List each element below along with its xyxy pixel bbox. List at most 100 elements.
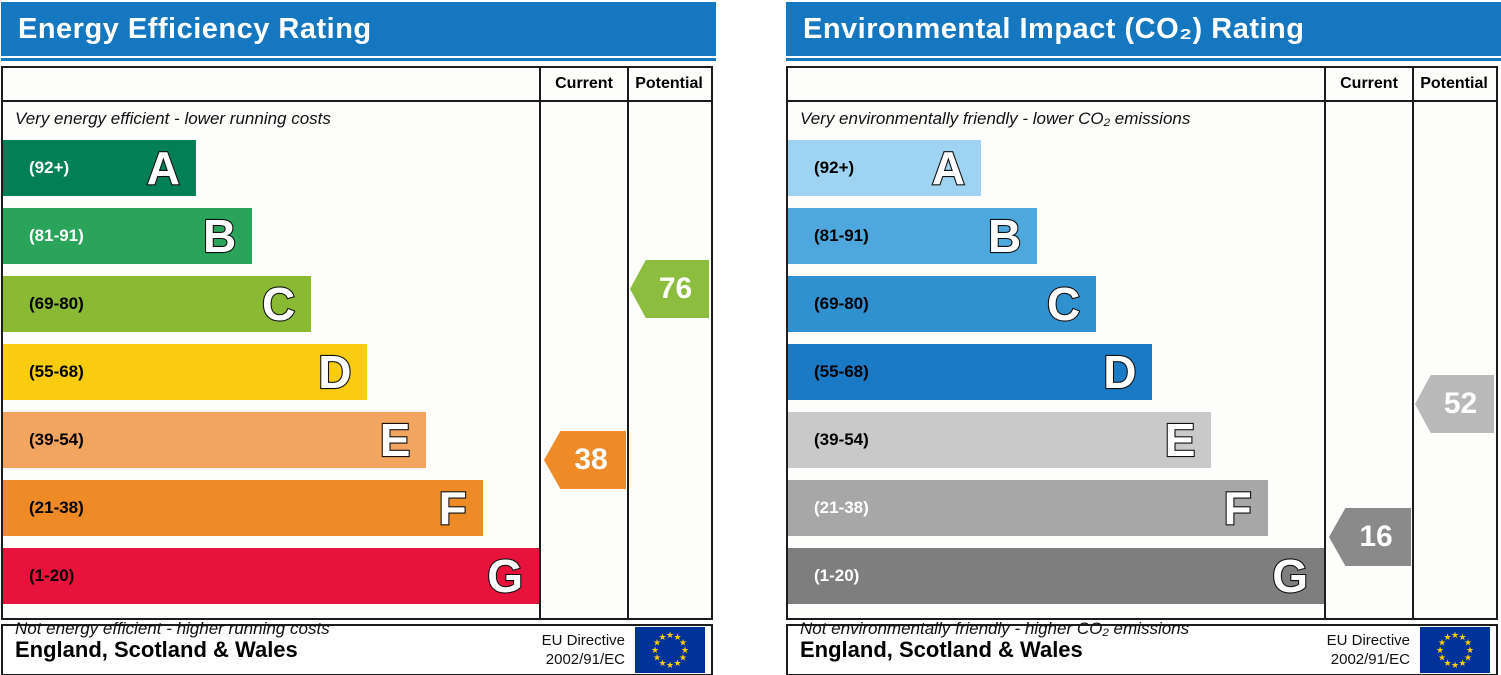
svg-text:★: ★	[653, 638, 661, 648]
title-underline	[786, 58, 1501, 61]
band-row: (92+) A	[788, 140, 1324, 204]
chart-header-spacer	[788, 68, 1324, 100]
band-letter: G	[486, 549, 524, 603]
band-letter: C	[1046, 277, 1081, 331]
band-bar: (39-54) E	[788, 412, 1212, 468]
band-range-label: (92+)	[29, 158, 70, 177]
svg-text:★: ★	[1443, 632, 1451, 642]
eu-directive-line1: EU Directive	[1326, 631, 1410, 649]
svg-text:★: ★	[1464, 653, 1472, 663]
svg-text:★: ★	[1451, 630, 1459, 640]
table-body: Very environmentally friendly - lower CO…	[788, 102, 1496, 638]
top-caption: Very environmentally friendly - lower CO…	[800, 109, 1191, 128]
current-arrow: 38	[544, 431, 626, 489]
panel-title: Environmental Impact (CO₂) Rating	[786, 2, 1501, 56]
band-bar: (39-54) E	[3, 412, 427, 468]
svg-text:★: ★	[651, 645, 659, 655]
rating-table: Current Potential Very environmentally f…	[786, 66, 1498, 638]
band-letter: A	[146, 141, 181, 195]
eu-directive-label: EU Directive 2002/91/EC	[1327, 631, 1420, 670]
band-row: (92+) A	[3, 140, 539, 204]
svg-text:★: ★	[1443, 658, 1451, 668]
band-bar: (92+) A	[3, 140, 196, 196]
band-row: (69-80) C	[3, 276, 539, 340]
region-label: England, Scotland & Wales	[800, 637, 1083, 662]
band-row: (69-80) C	[788, 276, 1324, 340]
band-bar: (55-68) D	[788, 344, 1153, 400]
eu-flag-icon: ★ ★★★★★★★★★★★	[635, 627, 705, 673]
band-letter: G	[1271, 549, 1309, 603]
band-letter: E	[379, 413, 412, 467]
svg-text:★: ★	[1451, 660, 1459, 670]
band-bar: (81-91) B	[3, 208, 253, 264]
bottom-caption: Not energy efficient - higher running co…	[15, 619, 330, 638]
band-row: (81-91) B	[3, 208, 539, 272]
current-column-header: Current	[1324, 68, 1412, 100]
chart-header-spacer	[3, 68, 539, 100]
table-header-row: Current Potential	[788, 68, 1496, 102]
potential-value-column: 52	[1412, 102, 1494, 618]
band-range-label: (55-68)	[29, 362, 84, 381]
potential-column-header: Potential	[627, 68, 709, 100]
current-value-column: 38	[539, 102, 627, 618]
band-letter: E	[1164, 413, 1197, 467]
band-bar: (1-20) G	[3, 548, 539, 604]
svg-text:★: ★	[658, 632, 666, 642]
band-bar: (69-80) C	[3, 276, 312, 332]
band-bar: (21-38) F	[3, 480, 483, 536]
bands-column: Very environmentally friendly - lower CO…	[788, 102, 1324, 638]
band-bar: (81-91) B	[788, 208, 1038, 264]
svg-text:★: ★	[1466, 645, 1474, 655]
table-header-row: Current Potential	[3, 68, 711, 102]
band-letter: D	[317, 345, 352, 399]
band-range-label: (55-68)	[814, 362, 869, 381]
svg-text:★: ★	[1458, 658, 1466, 668]
band-range-label: (1-20)	[814, 566, 860, 585]
potential-value: 52	[1443, 387, 1478, 420]
band-row: (81-91) B	[788, 208, 1324, 272]
current-value: 38	[574, 443, 608, 476]
band-bar: (92+) A	[788, 140, 981, 196]
band-row: (21-38) F	[788, 480, 1324, 544]
rating-table: Current Potential Very energy efficient …	[1, 66, 713, 638]
eu-directive-line2: 2002/91/EC	[1330, 651, 1410, 668]
band-letter: B	[987, 209, 1022, 263]
current-column-header: Current	[539, 68, 627, 100]
band-range-label: (69-80)	[29, 294, 84, 313]
svg-text:★: ★	[1438, 653, 1446, 663]
svg-text:★: ★	[653, 653, 661, 663]
bottom-caption: Not environmentally friendly - higher CO…	[800, 619, 1190, 638]
band-range-label: (92+)	[814, 158, 855, 177]
band-range-label: (39-54)	[29, 430, 84, 449]
band-range-label: (81-91)	[814, 226, 869, 245]
eu-directive-line1: EU Directive	[541, 631, 625, 649]
band-range-label: (1-20)	[29, 566, 75, 585]
eu-directive-label: EU Directive 2002/91/EC	[542, 631, 635, 670]
current-arrow: 16	[1329, 508, 1411, 566]
band-range-label: (81-91)	[29, 226, 84, 245]
band-row: (1-20) G	[788, 548, 1324, 612]
svg-text:★: ★	[666, 660, 674, 670]
top-caption: Very energy efficient - lower running co…	[15, 109, 331, 128]
svg-text:★: ★	[679, 653, 687, 663]
band-range-label: (21-38)	[29, 498, 84, 517]
svg-text:★: ★	[1438, 638, 1446, 648]
band-row: (39-54) E	[3, 412, 539, 476]
band-letter: D	[1102, 345, 1137, 399]
rating-panel: Environmental Impact (CO₂) Rating Curren…	[786, 2, 1501, 675]
svg-text:★: ★	[658, 658, 666, 668]
band-row: (21-38) F	[3, 480, 539, 544]
band-range-label: (39-54)	[814, 430, 869, 449]
band-letter: F	[438, 481, 468, 535]
table-body: Very energy efficient - lower running co…	[3, 102, 711, 638]
current-value: 16	[1359, 520, 1393, 553]
svg-text:★: ★	[681, 645, 689, 655]
potential-arrow: 52	[1415, 375, 1494, 433]
band-bar: (55-68) D	[3, 344, 368, 400]
band-row: (39-54) E	[788, 412, 1324, 476]
band-letter: C	[261, 277, 296, 331]
band-range-label: (21-38)	[814, 498, 869, 517]
svg-text:★: ★	[1436, 645, 1444, 655]
